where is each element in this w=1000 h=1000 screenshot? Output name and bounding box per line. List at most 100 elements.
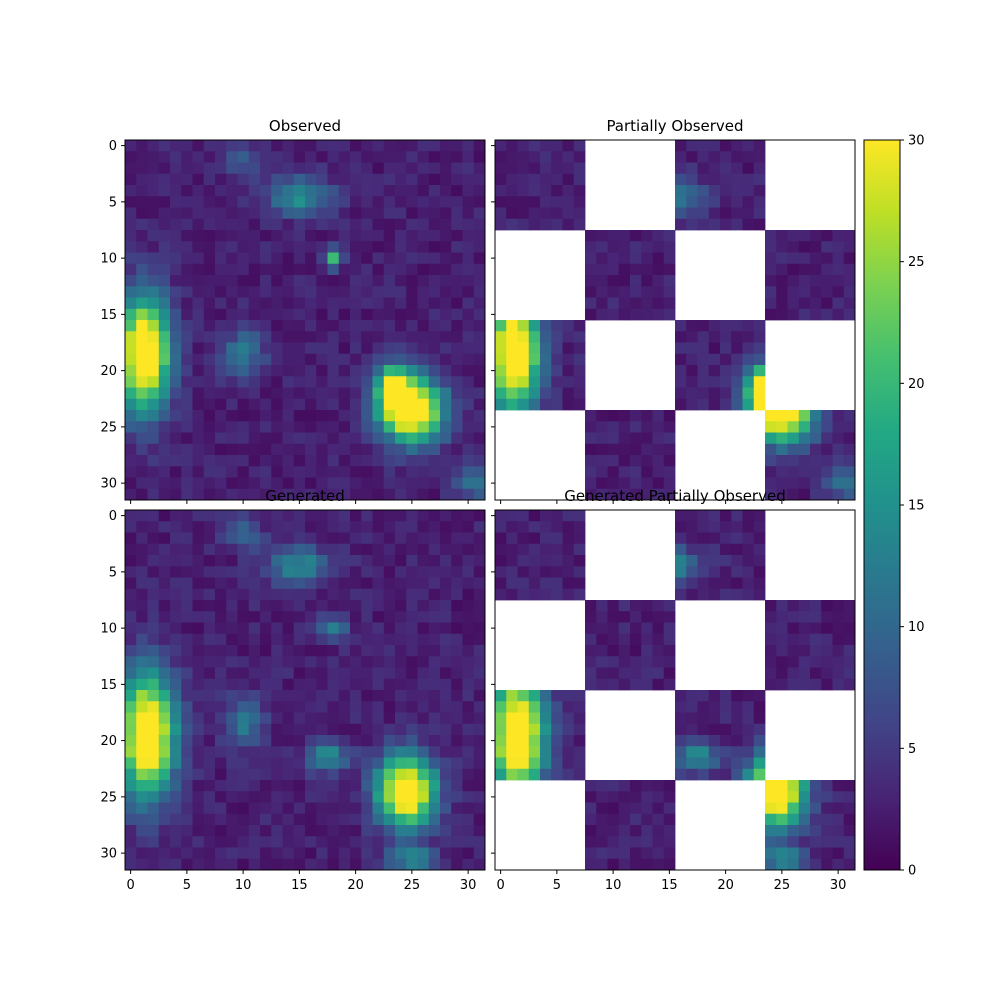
heatmap-cell	[596, 241, 608, 253]
heatmap-cell	[821, 286, 833, 298]
heatmap-cell	[596, 286, 608, 298]
heatmap-cell	[451, 432, 463, 445]
heatmap-cell	[787, 308, 800, 321]
heatmap-cell	[810, 847, 822, 860]
heatmap-cell	[350, 488, 362, 501]
heatmap-cell	[462, 633, 475, 646]
heatmap-cell	[203, 858, 216, 871]
heatmap-cell	[675, 543, 687, 556]
heatmap-cell	[663, 443, 676, 456]
heatmap-cell	[293, 286, 306, 298]
heatmap-cell	[215, 847, 227, 860]
heatmap-cell	[293, 196, 306, 208]
heatmap-cell	[316, 185, 328, 197]
heatmap-cell	[125, 342, 137, 355]
heatmap-cell	[573, 690, 586, 702]
heatmap-cell	[528, 588, 541, 601]
heatmap-cell	[361, 678, 373, 691]
heatmap-cell	[316, 858, 328, 871]
heatmap-cell	[361, 712, 373, 725]
heatmap-cell	[810, 241, 822, 253]
heatmap-cell	[742, 746, 755, 758]
heatmap-cell	[260, 712, 272, 725]
heatmap-cell	[810, 791, 822, 803]
heatmap-cell	[293, 398, 306, 411]
heatmap-cell	[573, 543, 586, 556]
heatmap-cell	[316, 140, 328, 152]
heatmap-cell	[170, 252, 182, 265]
heatmap-cell	[843, 263, 856, 276]
heatmap-cell	[428, 365, 441, 377]
heatmap-cell	[451, 365, 463, 377]
heatmap-cell	[361, 207, 373, 220]
heatmap-cell	[147, 600, 160, 612]
x-tick-label: 15	[661, 878, 678, 893]
heatmap-cell	[428, 510, 441, 522]
heatmap-cell	[573, 151, 586, 163]
heatmap-cell	[451, 275, 463, 287]
heatmap-cell	[192, 432, 205, 445]
heatmap-cell	[350, 712, 362, 725]
heatmap-cell	[248, 780, 261, 792]
heatmap-cell	[192, 331, 205, 343]
heatmap-cell	[517, 185, 530, 197]
heatmap-cell	[462, 825, 475, 837]
heatmap-cell	[203, 387, 216, 400]
heatmap-cell	[271, 410, 283, 422]
heatmap-cell	[395, 230, 407, 242]
heatmap-cell	[136, 387, 148, 400]
heatmap-cell	[406, 656, 418, 668]
heatmap-cell	[517, 151, 530, 163]
heatmap-cell	[136, 712, 148, 725]
heatmap-cell	[350, 656, 362, 668]
heatmap-cell	[720, 162, 732, 175]
heatmap-cell	[798, 678, 811, 691]
heatmap-cell	[417, 667, 430, 680]
heatmap-cell	[417, 162, 430, 175]
heatmap-cell	[158, 510, 171, 522]
heatmap-cell	[192, 387, 205, 400]
heatmap-cell	[237, 488, 250, 501]
heatmap-cell	[327, 455, 340, 467]
heatmap-cell	[125, 432, 137, 445]
heatmap-cell	[540, 712, 552, 725]
heatmap-cell	[573, 701, 586, 713]
heatmap-cell	[181, 376, 193, 388]
heatmap-cell	[675, 185, 687, 197]
heatmap-cell	[675, 218, 687, 231]
heatmap-cell	[596, 633, 608, 646]
heatmap-cell	[776, 622, 788, 635]
heatmap-cell	[125, 813, 137, 826]
heatmap-cell	[652, 263, 665, 276]
heatmap-cell	[462, 263, 475, 276]
heatmap-cell	[282, 410, 295, 422]
heatmap-cell	[125, 768, 137, 781]
heatmap-cell	[260, 466, 272, 478]
heatmap-cell	[528, 746, 541, 758]
heatmap-cell	[158, 376, 171, 388]
heatmap-cell	[305, 252, 317, 265]
heatmap-cell	[495, 566, 507, 578]
heatmap-cell	[248, 802, 261, 815]
heatmap-cell	[462, 297, 475, 310]
heatmap-cell	[282, 836, 295, 848]
heatmap-cell	[192, 577, 205, 590]
heatmap-cell	[462, 432, 475, 445]
heatmap-cell	[372, 802, 385, 815]
heatmap-cell	[136, 455, 148, 467]
heatmap-cell	[843, 443, 856, 456]
heatmap-cell	[462, 308, 475, 321]
heatmap-cell	[372, 275, 385, 287]
heatmap-cell	[641, 488, 653, 501]
heatmap-cell	[798, 633, 811, 646]
heatmap-cell	[260, 162, 272, 175]
heatmap-cell	[528, 510, 541, 522]
heatmap-cell	[440, 218, 452, 231]
heatmap-cell	[562, 588, 575, 601]
heatmap-cell	[158, 252, 171, 265]
heatmap-cell	[215, 218, 227, 231]
heatmap-cell	[361, 140, 373, 152]
heatmap-cell	[573, 353, 586, 366]
heatmap-cell	[417, 757, 430, 770]
heatmap-cell	[226, 690, 238, 702]
